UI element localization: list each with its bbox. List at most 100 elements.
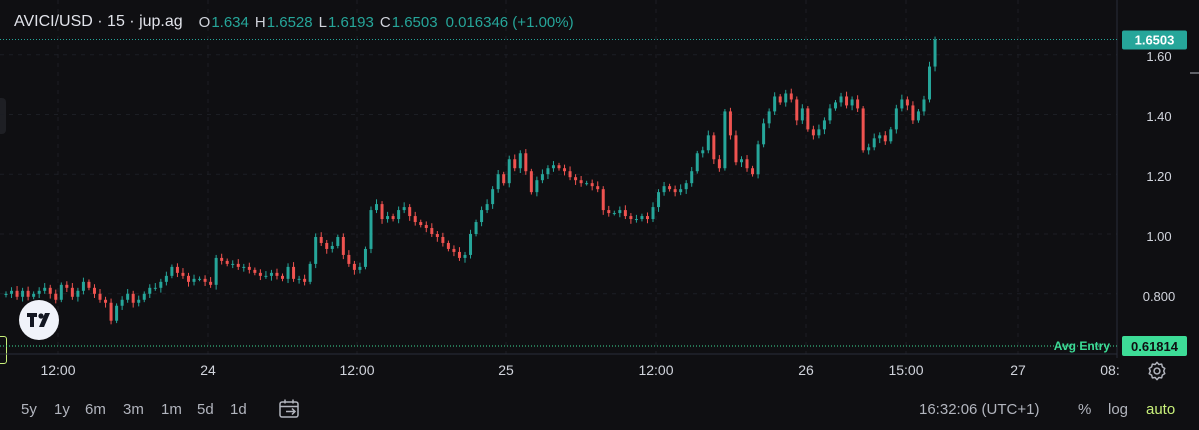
candle-body	[109, 302, 113, 321]
candle-body	[21, 290, 25, 297]
log-toggle[interactable]: log	[1108, 401, 1129, 418]
candle-body	[402, 207, 406, 211]
time-tick-label[interactable]: 08:	[1100, 362, 1119, 378]
candle-body	[452, 248, 456, 252]
range-1y-button[interactable]: 1y	[54, 401, 70, 418]
candle-body	[170, 266, 174, 276]
candle-body	[126, 293, 130, 300]
candle-body	[319, 236, 323, 243]
time-axis-labels[interactable]: 12:00 24 12:00 25 12:00 26 15:00 27 08:	[40, 362, 1119, 378]
change-value: 0.016346 (+1.00%)	[445, 13, 574, 31]
symbol-title[interactable]: AVICI/USD · 15 · jup.ag	[14, 13, 183, 30]
candle-body	[81, 281, 85, 291]
candle-body	[314, 236, 318, 264]
time-tick-label[interactable]: 12:00	[40, 362, 75, 378]
candle-body	[59, 284, 63, 300]
candle-body	[148, 287, 152, 294]
price-tick-label: 1.60	[1146, 49, 1171, 64]
time-tick-label[interactable]: 25	[498, 362, 514, 378]
candle-body	[474, 222, 478, 234]
candle-body	[43, 287, 47, 291]
candle-body	[712, 135, 716, 160]
candle-body	[717, 159, 721, 169]
time-tick-label[interactable]: 24	[200, 362, 216, 378]
candle-body	[822, 120, 826, 130]
range-3m-button[interactable]: 3m	[123, 401, 144, 418]
gear-icon[interactable]	[1146, 360, 1168, 382]
candle-body	[701, 150, 705, 154]
candle-body	[4, 293, 8, 295]
candle-body	[175, 266, 179, 273]
range-5d-button[interactable]: 5d	[197, 401, 214, 418]
candle-body	[928, 66, 932, 100]
calendar-goto-icon[interactable]	[278, 398, 302, 420]
last-price-badge	[1122, 30, 1187, 50]
candle-body	[269, 272, 273, 276]
left-toolbar-handle[interactable]	[0, 98, 6, 134]
time-tick-label[interactable]: 26	[798, 362, 814, 378]
candle-body	[347, 254, 351, 264]
candle-body	[408, 207, 412, 217]
candle-body	[391, 216, 395, 220]
candle-body	[214, 257, 218, 285]
candle-body	[480, 210, 484, 223]
clock-timezone[interactable]: 16:32:06 (UTC+1)	[919, 401, 1040, 418]
candle-body	[142, 293, 146, 300]
range-1m-button[interactable]: 1m	[161, 401, 182, 418]
candle-body	[679, 189, 683, 193]
candle-body	[424, 225, 428, 229]
candle-body	[198, 278, 202, 280]
candle-body	[806, 108, 810, 130]
tradingview-logo-icon[interactable]	[19, 300, 59, 340]
candle-body	[845, 96, 849, 106]
price-tick-label: 1.00	[1146, 229, 1171, 244]
candle-body	[363, 248, 367, 267]
candle-body	[115, 305, 119, 321]
candle-body	[607, 210, 611, 214]
candle-body	[397, 210, 401, 220]
price-chart[interactable]: 1.6503 Avg Entry 0.61814 1.60 1.40 1.20 1.00 0…	[0, 0, 1199, 392]
high-value: 1.6528	[266, 13, 313, 31]
candle-body	[137, 299, 141, 303]
candle-body	[37, 290, 41, 294]
candle-body	[529, 171, 533, 193]
candle-body	[87, 281, 91, 288]
candle-body	[457, 251, 461, 258]
candle-body	[242, 266, 246, 268]
candle-body	[640, 216, 644, 220]
candle-body	[563, 168, 567, 172]
candle-body	[104, 299, 108, 303]
candle-body	[590, 183, 594, 187]
candle-body	[916, 111, 920, 121]
range-5y-button[interactable]: 5y	[21, 401, 37, 418]
time-tick-label[interactable]: 15:00	[888, 362, 923, 378]
candle-body	[601, 189, 605, 211]
candle-body	[856, 99, 860, 109]
time-tick-label[interactable]: 12:00	[638, 362, 673, 378]
candle-body	[524, 153, 528, 172]
candle-body	[186, 275, 190, 282]
left-panel-toggle[interactable]	[0, 336, 7, 364]
candle-body	[751, 168, 755, 175]
percent-toggle[interactable]: %	[1078, 401, 1092, 418]
candle-body	[706, 135, 710, 151]
time-tick-label[interactable]: 12:00	[339, 362, 374, 378]
candle-body	[900, 99, 904, 109]
candle-body	[513, 159, 517, 169]
time-tick-label[interactable]: 27	[1010, 362, 1026, 378]
candle-body	[872, 138, 876, 148]
candle-body	[933, 39, 937, 67]
auto-toggle[interactable]: auto	[1146, 401, 1176, 418]
candle-body	[612, 213, 616, 215]
candle-body	[446, 242, 450, 249]
candle-body	[889, 129, 893, 142]
avg-entry-badge	[1122, 336, 1187, 356]
high-label: H	[254, 13, 266, 31]
candle-body	[264, 275, 268, 277]
candle-body	[258, 272, 262, 276]
candle-body	[48, 287, 52, 294]
candle-body	[690, 171, 694, 184]
candle-body	[773, 96, 777, 112]
range-6m-button[interactable]: 6m	[85, 401, 106, 418]
range-1d-button[interactable]: 1d	[230, 401, 247, 418]
